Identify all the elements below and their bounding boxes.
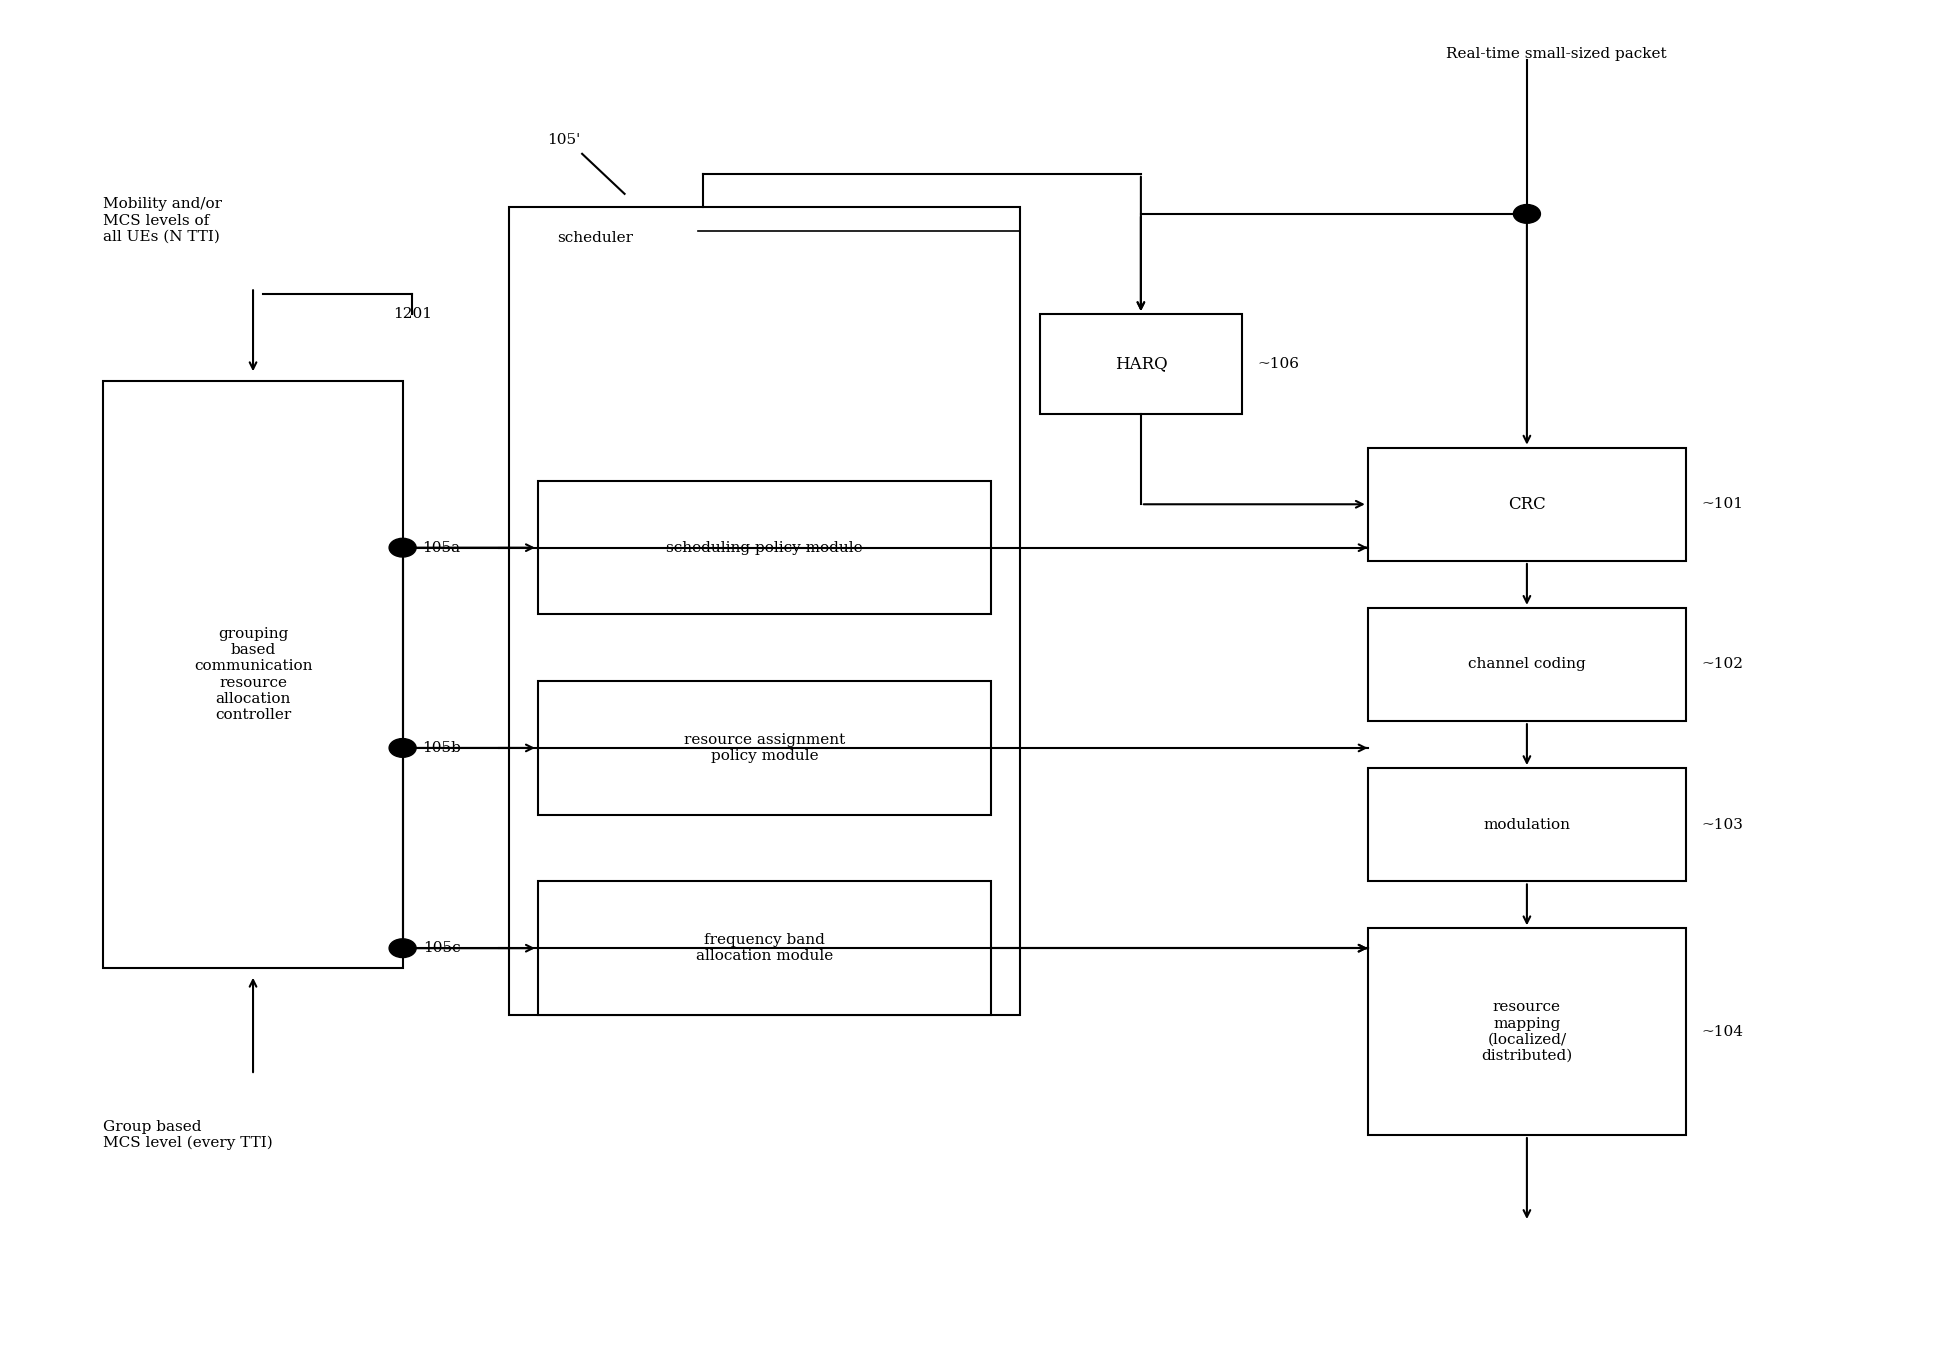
Circle shape (389, 739, 416, 757)
Text: ~106: ~106 (1258, 357, 1301, 371)
Bar (103, 380, 402, 969)
Text: scheduling policy module: scheduling policy module (667, 541, 863, 554)
Circle shape (389, 939, 416, 958)
Bar (509, 208, 1021, 1014)
Text: resource assignment
policy module: resource assignment policy module (684, 733, 846, 764)
Text: 1201: 1201 (393, 308, 432, 321)
Text: resource
mapping
(localized/
distributed): resource mapping (localized/ distributed… (1481, 1001, 1573, 1063)
Bar (538, 480, 991, 614)
Text: grouping
based
communication
resource
allocation
controller: grouping based communication resource al… (194, 627, 313, 722)
Bar (538, 881, 991, 1014)
Text: ~104: ~104 (1701, 1025, 1744, 1039)
Text: CRC: CRC (1509, 496, 1545, 513)
Text: Group based
MCS level (every TTI): Group based MCS level (every TTI) (103, 1120, 274, 1151)
Bar (1040, 314, 1242, 414)
Text: ~101: ~101 (1701, 498, 1744, 511)
Circle shape (389, 538, 416, 557)
Text: ~103: ~103 (1701, 817, 1744, 832)
Bar (1369, 768, 1685, 881)
Text: 105': 105' (548, 134, 581, 147)
Bar (1369, 928, 1685, 1135)
Text: HARQ: HARQ (1114, 356, 1166, 372)
Text: 105a: 105a (422, 541, 461, 554)
Text: modulation: modulation (1483, 817, 1571, 832)
Text: ~102: ~102 (1701, 657, 1744, 672)
Text: channel coding: channel coding (1468, 657, 1586, 672)
Text: 105b: 105b (422, 741, 461, 755)
Text: scheduler: scheduler (558, 231, 634, 246)
Circle shape (1512, 205, 1540, 223)
Text: Real-time small-sized packet: Real-time small-sized packet (1446, 47, 1666, 61)
Text: frequency band
allocation module: frequency band allocation module (696, 934, 834, 963)
Bar (538, 681, 991, 815)
Bar (1369, 448, 1685, 561)
Bar (1369, 608, 1685, 722)
Text: 105c: 105c (424, 942, 461, 955)
Text: Mobility and/or
MCS levels of
all UEs (N TTI): Mobility and/or MCS levels of all UEs (N… (103, 197, 222, 244)
